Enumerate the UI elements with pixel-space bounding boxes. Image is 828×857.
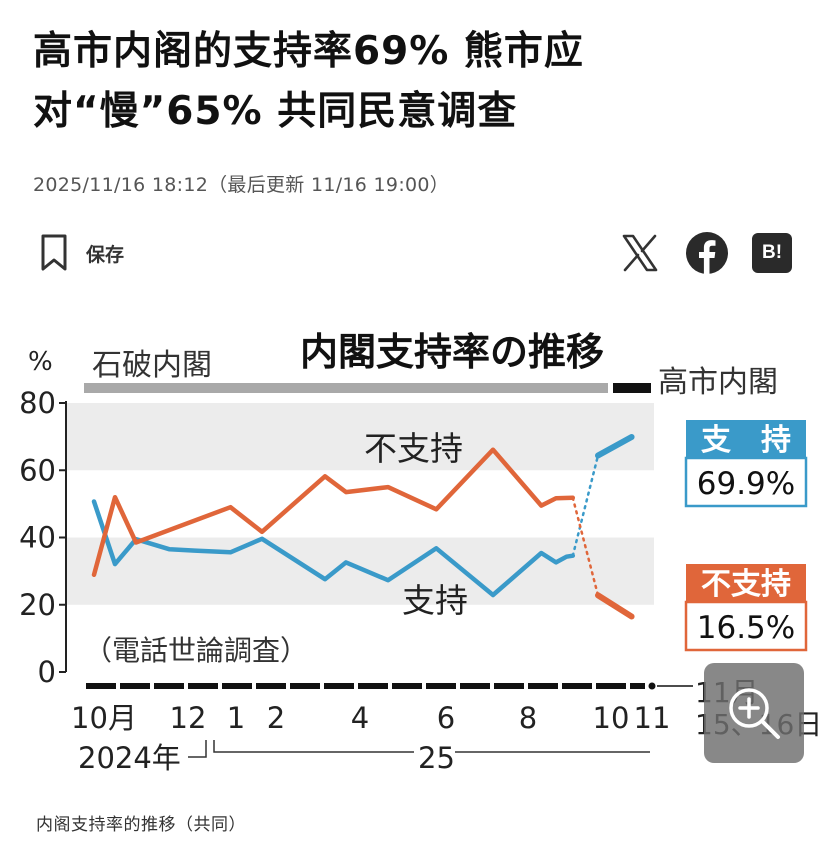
article-toolbar: 保存 B! (0, 225, 828, 285)
year-label-2024: 2024年 (78, 741, 181, 775)
period-label-takaichi: 高市内閣 (658, 365, 778, 400)
chart-title: 内閣支持率の推移 (300, 330, 604, 374)
grid-band-1 (66, 403, 654, 471)
series-transition-support (571, 454, 600, 557)
article-timestamp: 2025/11/16 18:12（最后更新 11/16 19:00） (33, 174, 450, 196)
period-label-ishiba: 石破内閣 (92, 348, 212, 383)
callout-header-nonsupport (686, 564, 806, 602)
callout-label-nonsupport: 不支持 (701, 567, 791, 602)
series-line-support-ishiba (91, 499, 576, 598)
callout-value-nonsupport: 16.5% (697, 610, 795, 646)
share-x-button[interactable] (620, 233, 660, 273)
year-bracket-2025-left (213, 740, 414, 753)
bookmark-icon (40, 234, 68, 272)
zoom-in-icon (729, 688, 780, 739)
callout-label-support: 支 持 (701, 423, 791, 458)
survey-note: （電話世論調査） (84, 634, 308, 667)
save-button[interactable]: 保存 (40, 233, 124, 273)
zoom-button[interactable] (704, 663, 804, 763)
callout-header-support (686, 420, 806, 458)
x-tick-label: 10月 (71, 701, 137, 735)
series-line-nonsupport-ishiba (91, 447, 576, 578)
year-label-2025: 25 (418, 741, 455, 775)
y-tick-label: 20 (19, 588, 56, 622)
figure-caption: 内阁支持率的推移（共同） (36, 815, 246, 835)
x-tick-label: 1 (227, 701, 245, 735)
x-logo-icon (622, 234, 658, 272)
series-line-support-takaichi (595, 434, 635, 459)
year-bracket-2024 (188, 740, 207, 758)
series-transition-nonsupport (571, 496, 600, 597)
share-facebook-button[interactable] (685, 231, 729, 275)
series-label-support: 支持 (402, 581, 468, 620)
period-bar-takaichi (613, 383, 651, 393)
facebook-icon (686, 232, 728, 274)
x-tick-label: 11 (634, 701, 671, 735)
grid-band-0 (66, 537, 654, 605)
y-tick-label: 0 (38, 655, 56, 689)
article-headline: 高市内阁的支持率69% 熊市应对“慢”65% 共同民意调查 (33, 29, 584, 134)
x-tick-label: 10 (593, 701, 630, 735)
y-tick-label: 60 (19, 453, 56, 487)
save-label: 保存 (86, 243, 125, 266)
x-tick-label: 4 (351, 701, 369, 735)
x-axis-end-dot (648, 682, 656, 690)
x-tick-label: 8 (519, 701, 537, 735)
y-unit-label: % (28, 347, 53, 377)
series-label-nonsupport: 不支持 (364, 429, 463, 468)
x-tick-label: 6 (437, 701, 455, 735)
callout-value-box-support (684, 456, 808, 508)
series-line-nonsupport-takaichi (595, 592, 635, 620)
x-tick-label: 12 (170, 701, 207, 735)
y-tick-label: 80 (19, 386, 56, 420)
callout-value-box-nonsupport (684, 600, 808, 652)
callout-value-support: 69.9% (697, 466, 795, 502)
y-tick-label: 40 (19, 521, 56, 555)
period-bar-ishiba (84, 383, 608, 393)
share-hatena-button[interactable]: B! (752, 233, 792, 273)
x-tick-label: 2 (267, 701, 285, 735)
